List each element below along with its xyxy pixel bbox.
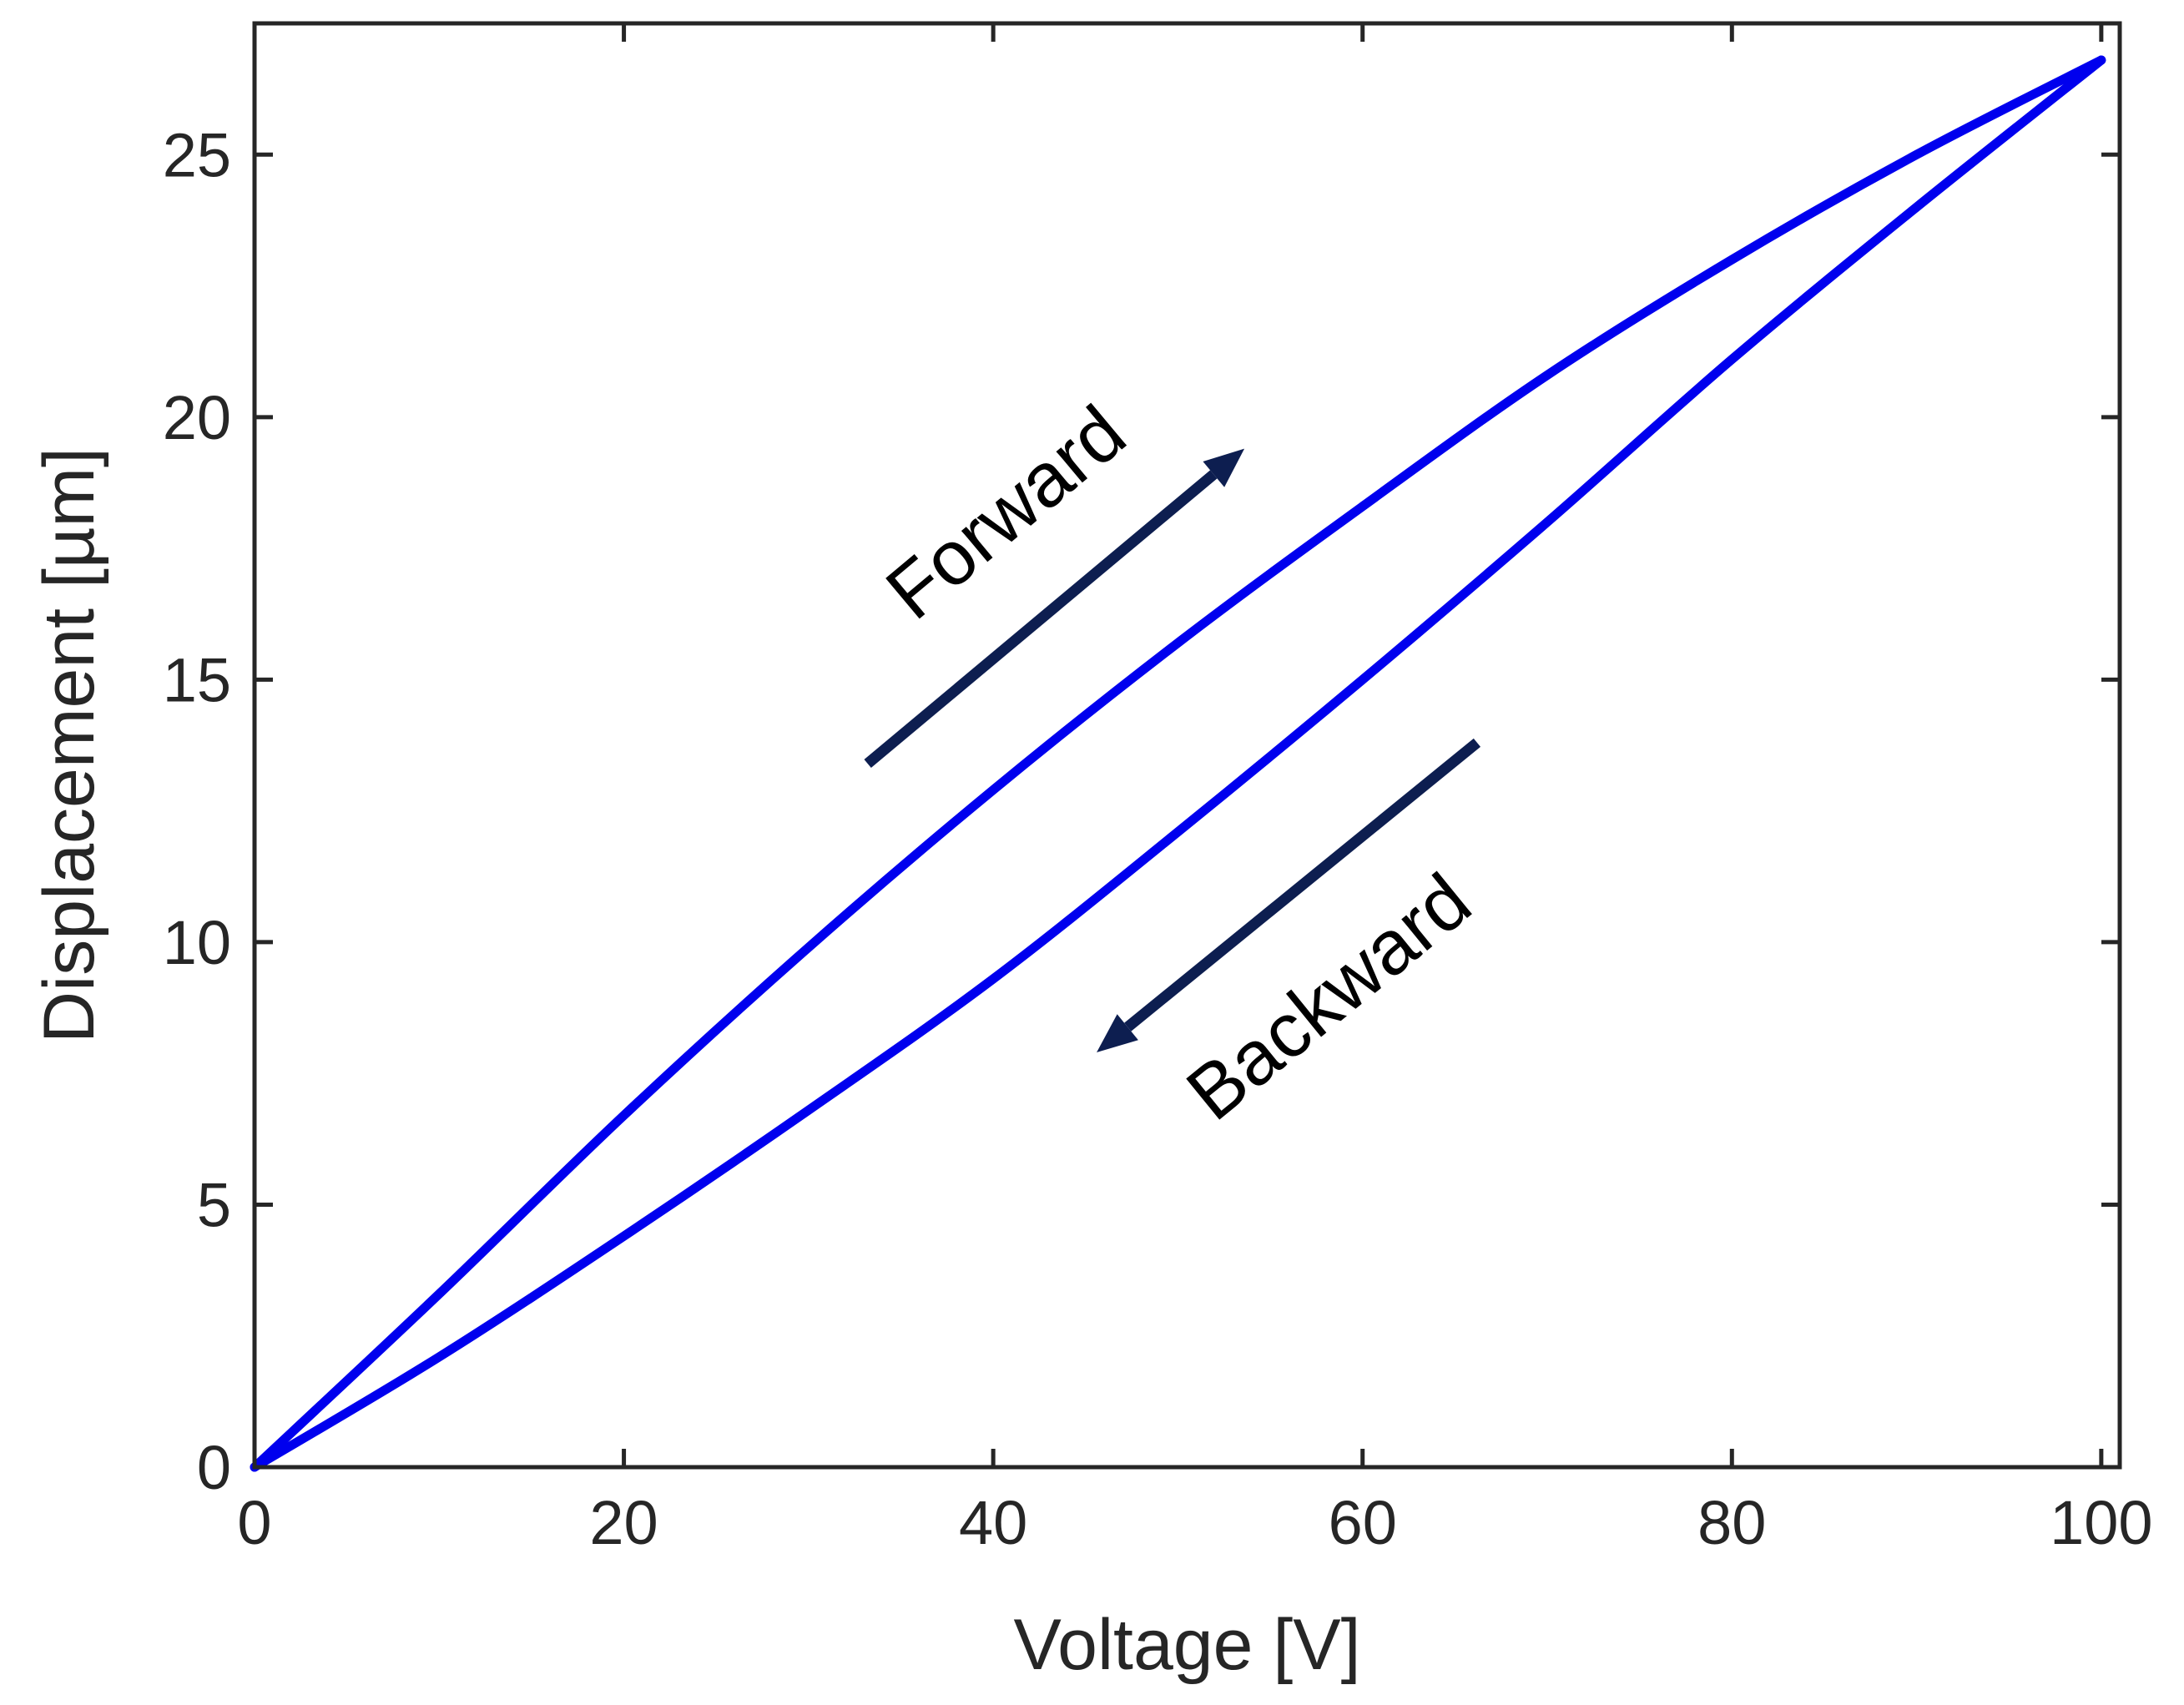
- y-tick-label: 5: [197, 1170, 231, 1239]
- y-tick-label: 10: [163, 908, 231, 977]
- backward-arrow-shaft: [1124, 738, 1481, 1032]
- x-tick-label: 0: [237, 1488, 271, 1557]
- x-tick-label: 20: [589, 1488, 658, 1557]
- forward-arrow-shaft: [864, 470, 1218, 769]
- x-tick-label: 80: [1697, 1488, 1766, 1557]
- x-tick-label: 40: [959, 1488, 1027, 1557]
- forward-series-line: [250, 55, 2106, 1472]
- forward-label: Forward: [870, 390, 1141, 636]
- y-tick-label: 25: [163, 120, 231, 189]
- y-axis-label: Displacement [µm]: [29, 447, 109, 1043]
- x-tick-label: 100: [2050, 1488, 2152, 1557]
- y-tick-label: 20: [163, 383, 231, 452]
- backward-series-line: [250, 55, 2106, 1472]
- x-tick-label: 60: [1329, 1488, 1397, 1557]
- y-tick-label: 15: [163, 645, 231, 714]
- series-lines: [250, 55, 2106, 1472]
- forward-arrow-head: [1203, 448, 1245, 487]
- y-tick-label: 0: [197, 1433, 231, 1502]
- backward-arrow-head: [1097, 1014, 1138, 1053]
- backward-label: Backward: [1172, 858, 1487, 1137]
- plot-frame: [252, 21, 2122, 1470]
- ticks: [252, 23, 2120, 1470]
- tick-labels: 0 20 40 60 80 100 0 5 10 15 20 25: [163, 120, 2153, 1557]
- x-axis-label: Voltage [V]: [1014, 1605, 1361, 1685]
